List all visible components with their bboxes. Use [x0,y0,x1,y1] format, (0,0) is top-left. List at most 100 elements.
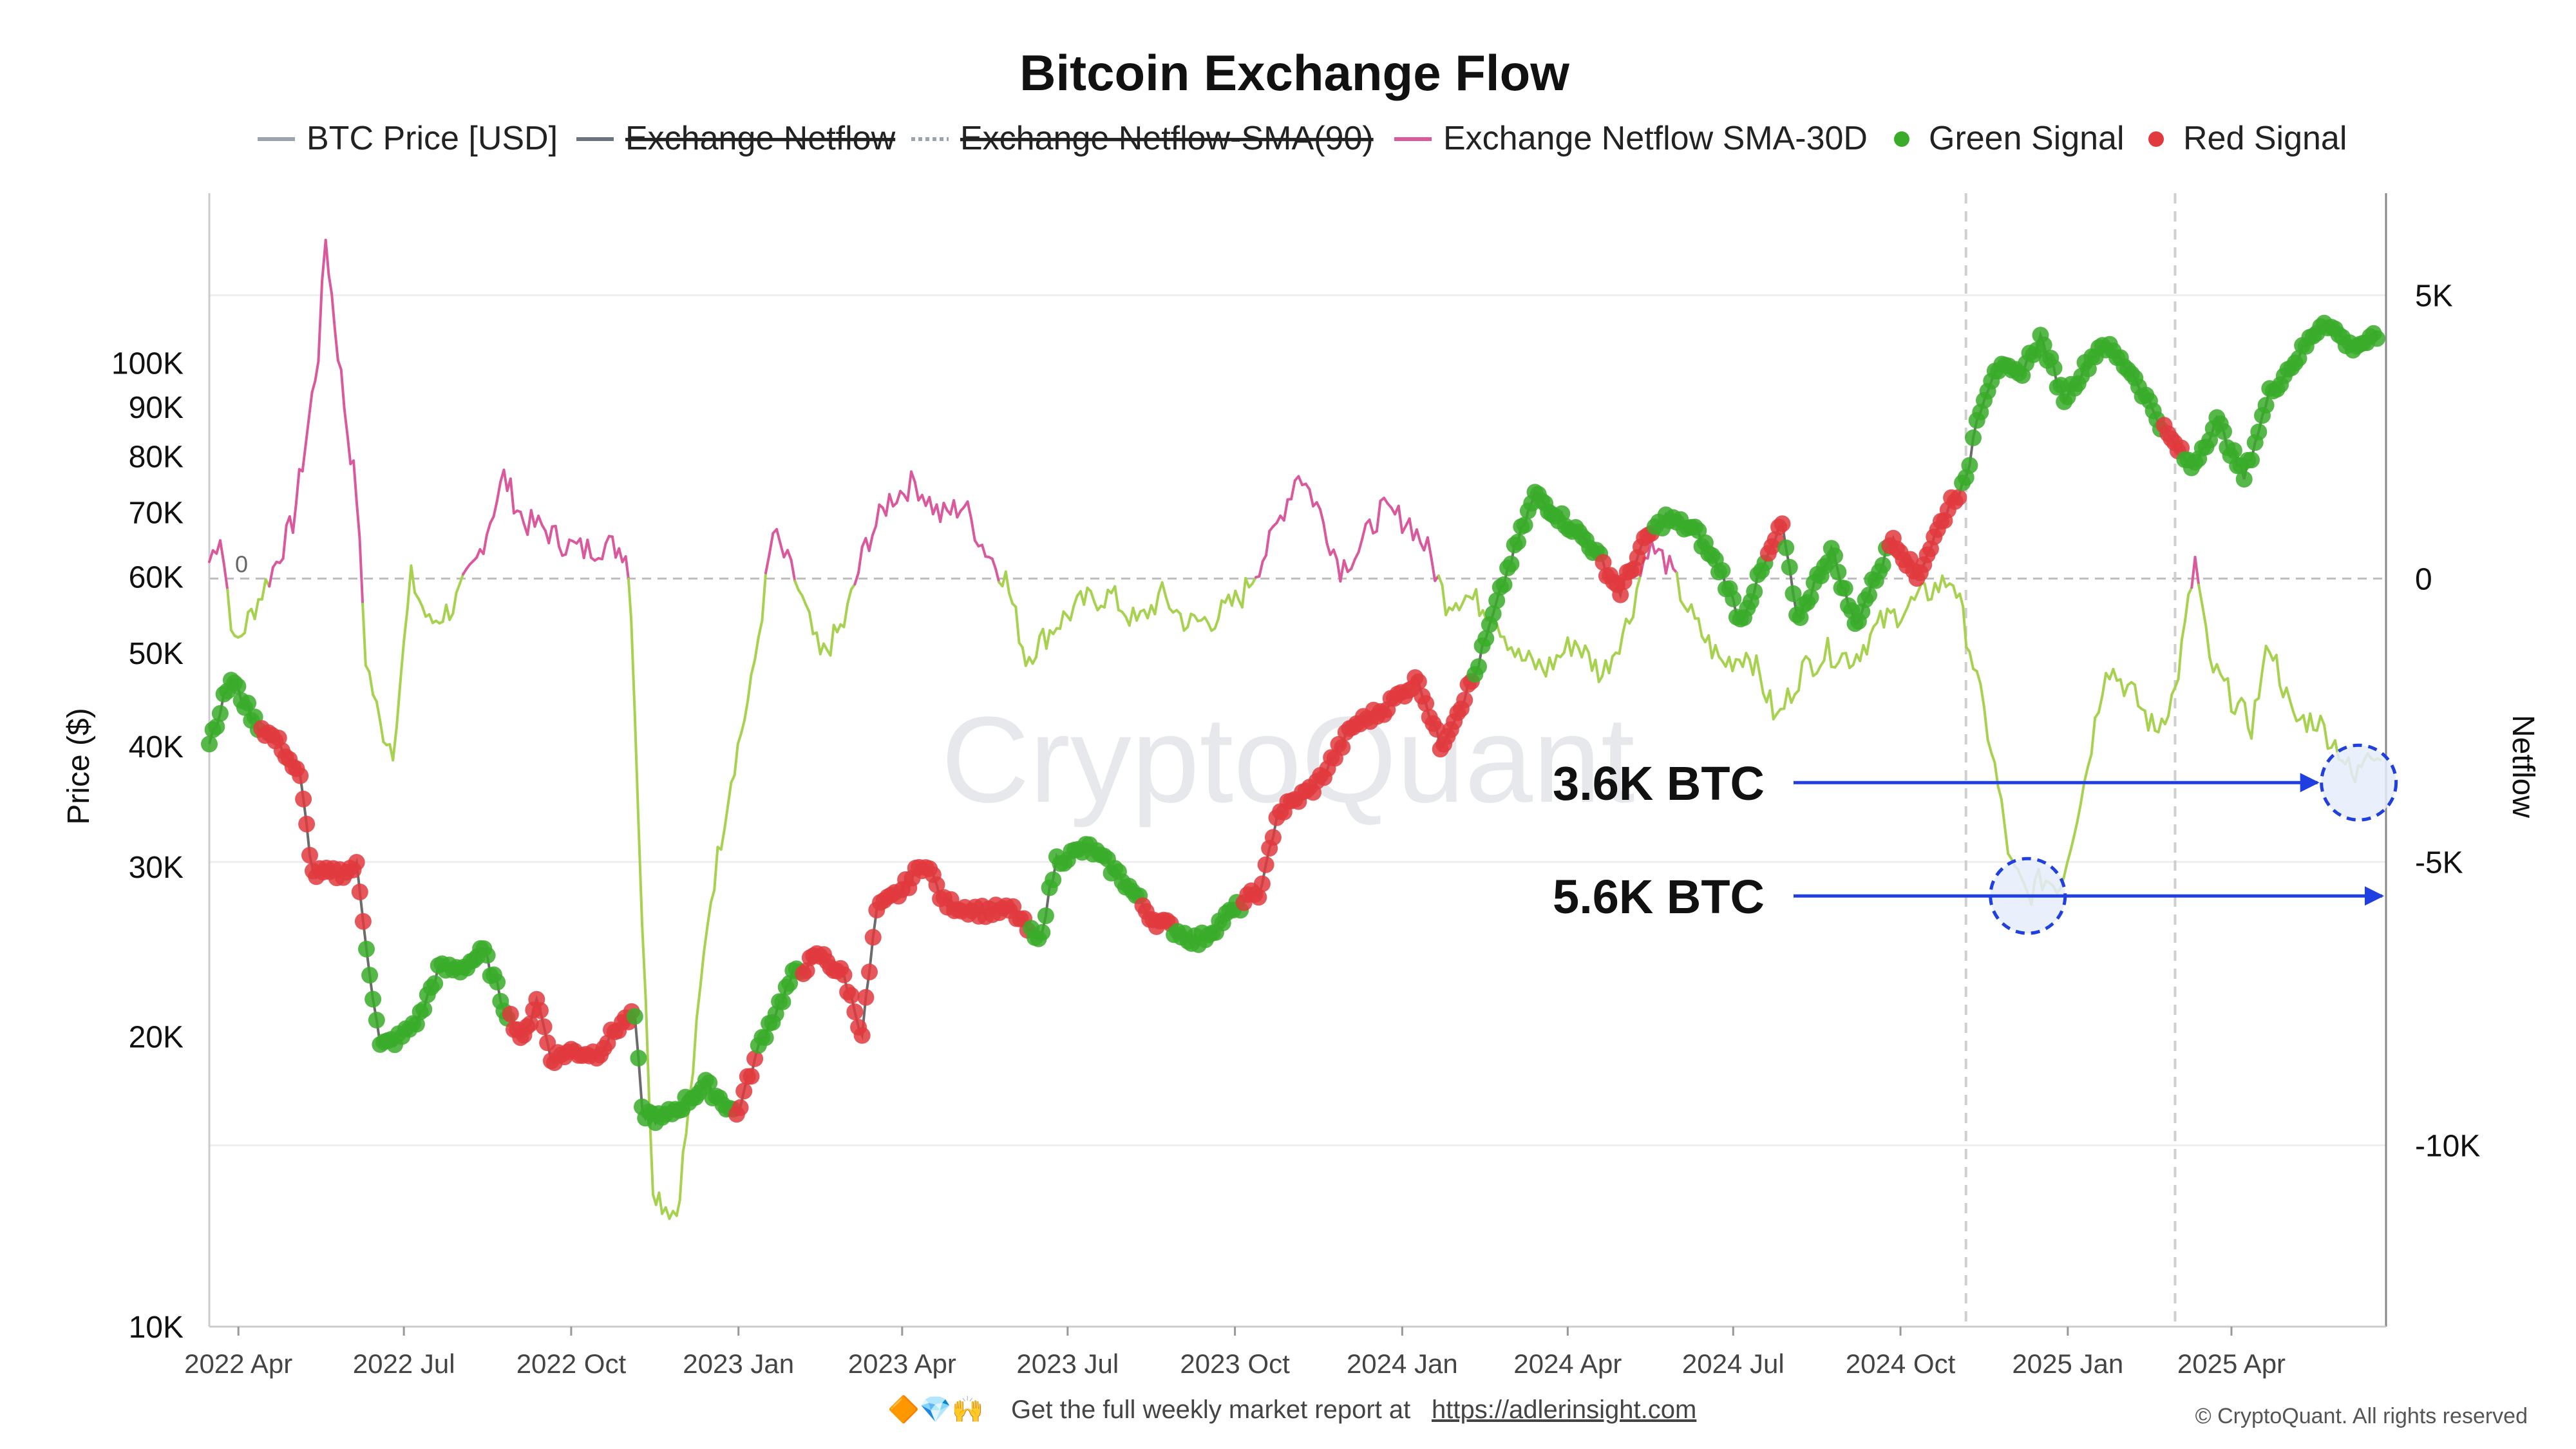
red-signal-dot [502,1005,519,1023]
netflow-sma30-segment [304,417,310,446]
green-signal-dot [1488,592,1506,609]
netflow-sma30-segment [2257,668,2264,700]
netflow-sma30-segment [557,545,564,557]
netflow-sma30-segment [444,603,451,621]
red-signal-dot [1456,692,1473,708]
netflow-sma30-segment [1339,559,1346,583]
netflow-sma30-segment [379,720,385,744]
netflow-sma30-segment [421,604,428,618]
green-signal-dot [1484,605,1502,622]
netflow-sma30-segment [343,407,349,437]
netflow-sma30-segment [1325,542,1332,556]
netflow-sma30-segment [395,681,402,729]
red-signal-dot [861,963,878,981]
x-tick: 2024 Jan [1347,1349,1458,1379]
netflow-sma30-segment [310,379,317,394]
netflow-sma30-segment [324,238,330,276]
netflow-sma30-segment [2197,583,2204,607]
netflow-sma30-segment [829,623,835,657]
netflow-sma30-segment [835,623,842,634]
netflow-sma30-segment [1783,687,1789,710]
netflow-sma30-segment [455,582,461,594]
netflow-sma30-segment [1343,559,1349,573]
netflow-sma30-segment [1786,687,1793,705]
green-signal-dot [415,1001,433,1018]
y-tick-left: 90K [129,391,184,425]
netflow-sma30-segment [307,391,314,420]
netflow-sma30-segment [750,658,757,676]
footer-link[interactable]: https://adlerinsight.com [1432,1396,1696,1424]
netflow-sma30-segment [815,631,822,656]
netflow-sma30-segment [2076,802,2083,823]
netflow-sma30-segment [2250,699,2257,740]
netflow-sma30-segment [1594,658,1600,683]
netflow-sma30-segment [1852,653,1858,667]
legend-item: Green Signal [1894,120,2125,157]
netflow-sma30-segment [709,889,716,904]
red-signal-dot [842,987,860,1004]
netflow-sma30-segment [1808,658,1815,677]
netflow-sma30-segment [509,477,515,515]
netflow-sma30-segment [733,743,739,777]
netflow-sma30-segment [1569,639,1577,657]
netflow-sma30-segment [1941,574,1947,589]
netflow-sma30-segment [294,468,301,506]
red-signal-dot [798,962,815,980]
netflow-sma30-segment [2233,701,2240,715]
netflow-sma30-segment [1128,607,1135,627]
green-signal-dot [1516,516,1533,534]
netflow-sma30-segment [1937,574,1944,594]
netflow-sma30-segment [624,555,630,580]
netflow-sma30-segment [336,359,343,371]
netflow-sma30-segment [1059,610,1065,630]
netflow-sma30-segment [2275,654,2282,687]
netflow-sma30-segment [1297,475,1304,487]
netflow-sma30-segment [753,636,760,661]
netflow-sma30-segment [906,470,913,502]
green-signal-dot [757,1029,774,1046]
netflow-sma30-segment [2204,625,2211,659]
legend-label: Red Signal [2183,120,2347,157]
netflow-sma30-segment [644,998,651,1108]
netflow-sma30-segment [658,1191,664,1215]
netflow-sma30-segment [410,564,417,594]
red-signal-dot [1774,515,1791,533]
green-signal-dot [1714,562,1731,579]
netflow-sma30-segment [2183,593,2190,622]
netflow-sma30-segment [1361,522,1367,540]
netflow-sma30-segment [2291,710,2298,723]
netflow-sma30-segment [664,1206,671,1220]
netflow-sma30-segment [1282,498,1289,522]
footer-emojis: 🔶💎🙌 [887,1394,983,1424]
netflow-sma30-segment [314,359,320,383]
netflow-sma30-segment [1083,586,1089,606]
y-tick-left: 80K [129,440,184,475]
netflow-sma30-segment [1308,488,1315,507]
netflow-sma30-segment [2069,835,2076,852]
netflow-sma30-segment [743,699,750,721]
red-signal-dot [928,876,945,893]
green-signal-dot [1792,609,1809,626]
netflow-sma30-segment [1318,507,1325,525]
red-signal-dot [522,1015,539,1032]
green-signal-dot [2225,442,2242,459]
netflow-sma30-segment [1664,554,1671,575]
legend-label: BTC Price [USD] [307,120,558,157]
netflow-sma30-segment [681,1132,688,1154]
netflow-sma30-segment [222,562,229,591]
netflow-sma30-segment [2285,687,2291,702]
netflow-sma30-segment [1899,612,1906,623]
netflow-sma30-segment [327,273,334,296]
green-signal-dot [1510,533,1526,551]
red-signal-dot [1410,673,1427,690]
netflow-sma30-segment [1607,655,1614,675]
y-tick-left: 60K [129,561,184,595]
netflow-sma30-segment [1441,583,1448,617]
netflow-sma30-segment [355,499,361,539]
netflow-sma30-segment [1859,644,1865,663]
x-tick: 2022 Oct [516,1349,627,1379]
netflow-sma30-segment [1707,634,1714,659]
y-tick-left: 10K [129,1311,184,1345]
netflow-sma30-segment [884,493,891,517]
netflow-sma30-segment [2150,713,2157,732]
